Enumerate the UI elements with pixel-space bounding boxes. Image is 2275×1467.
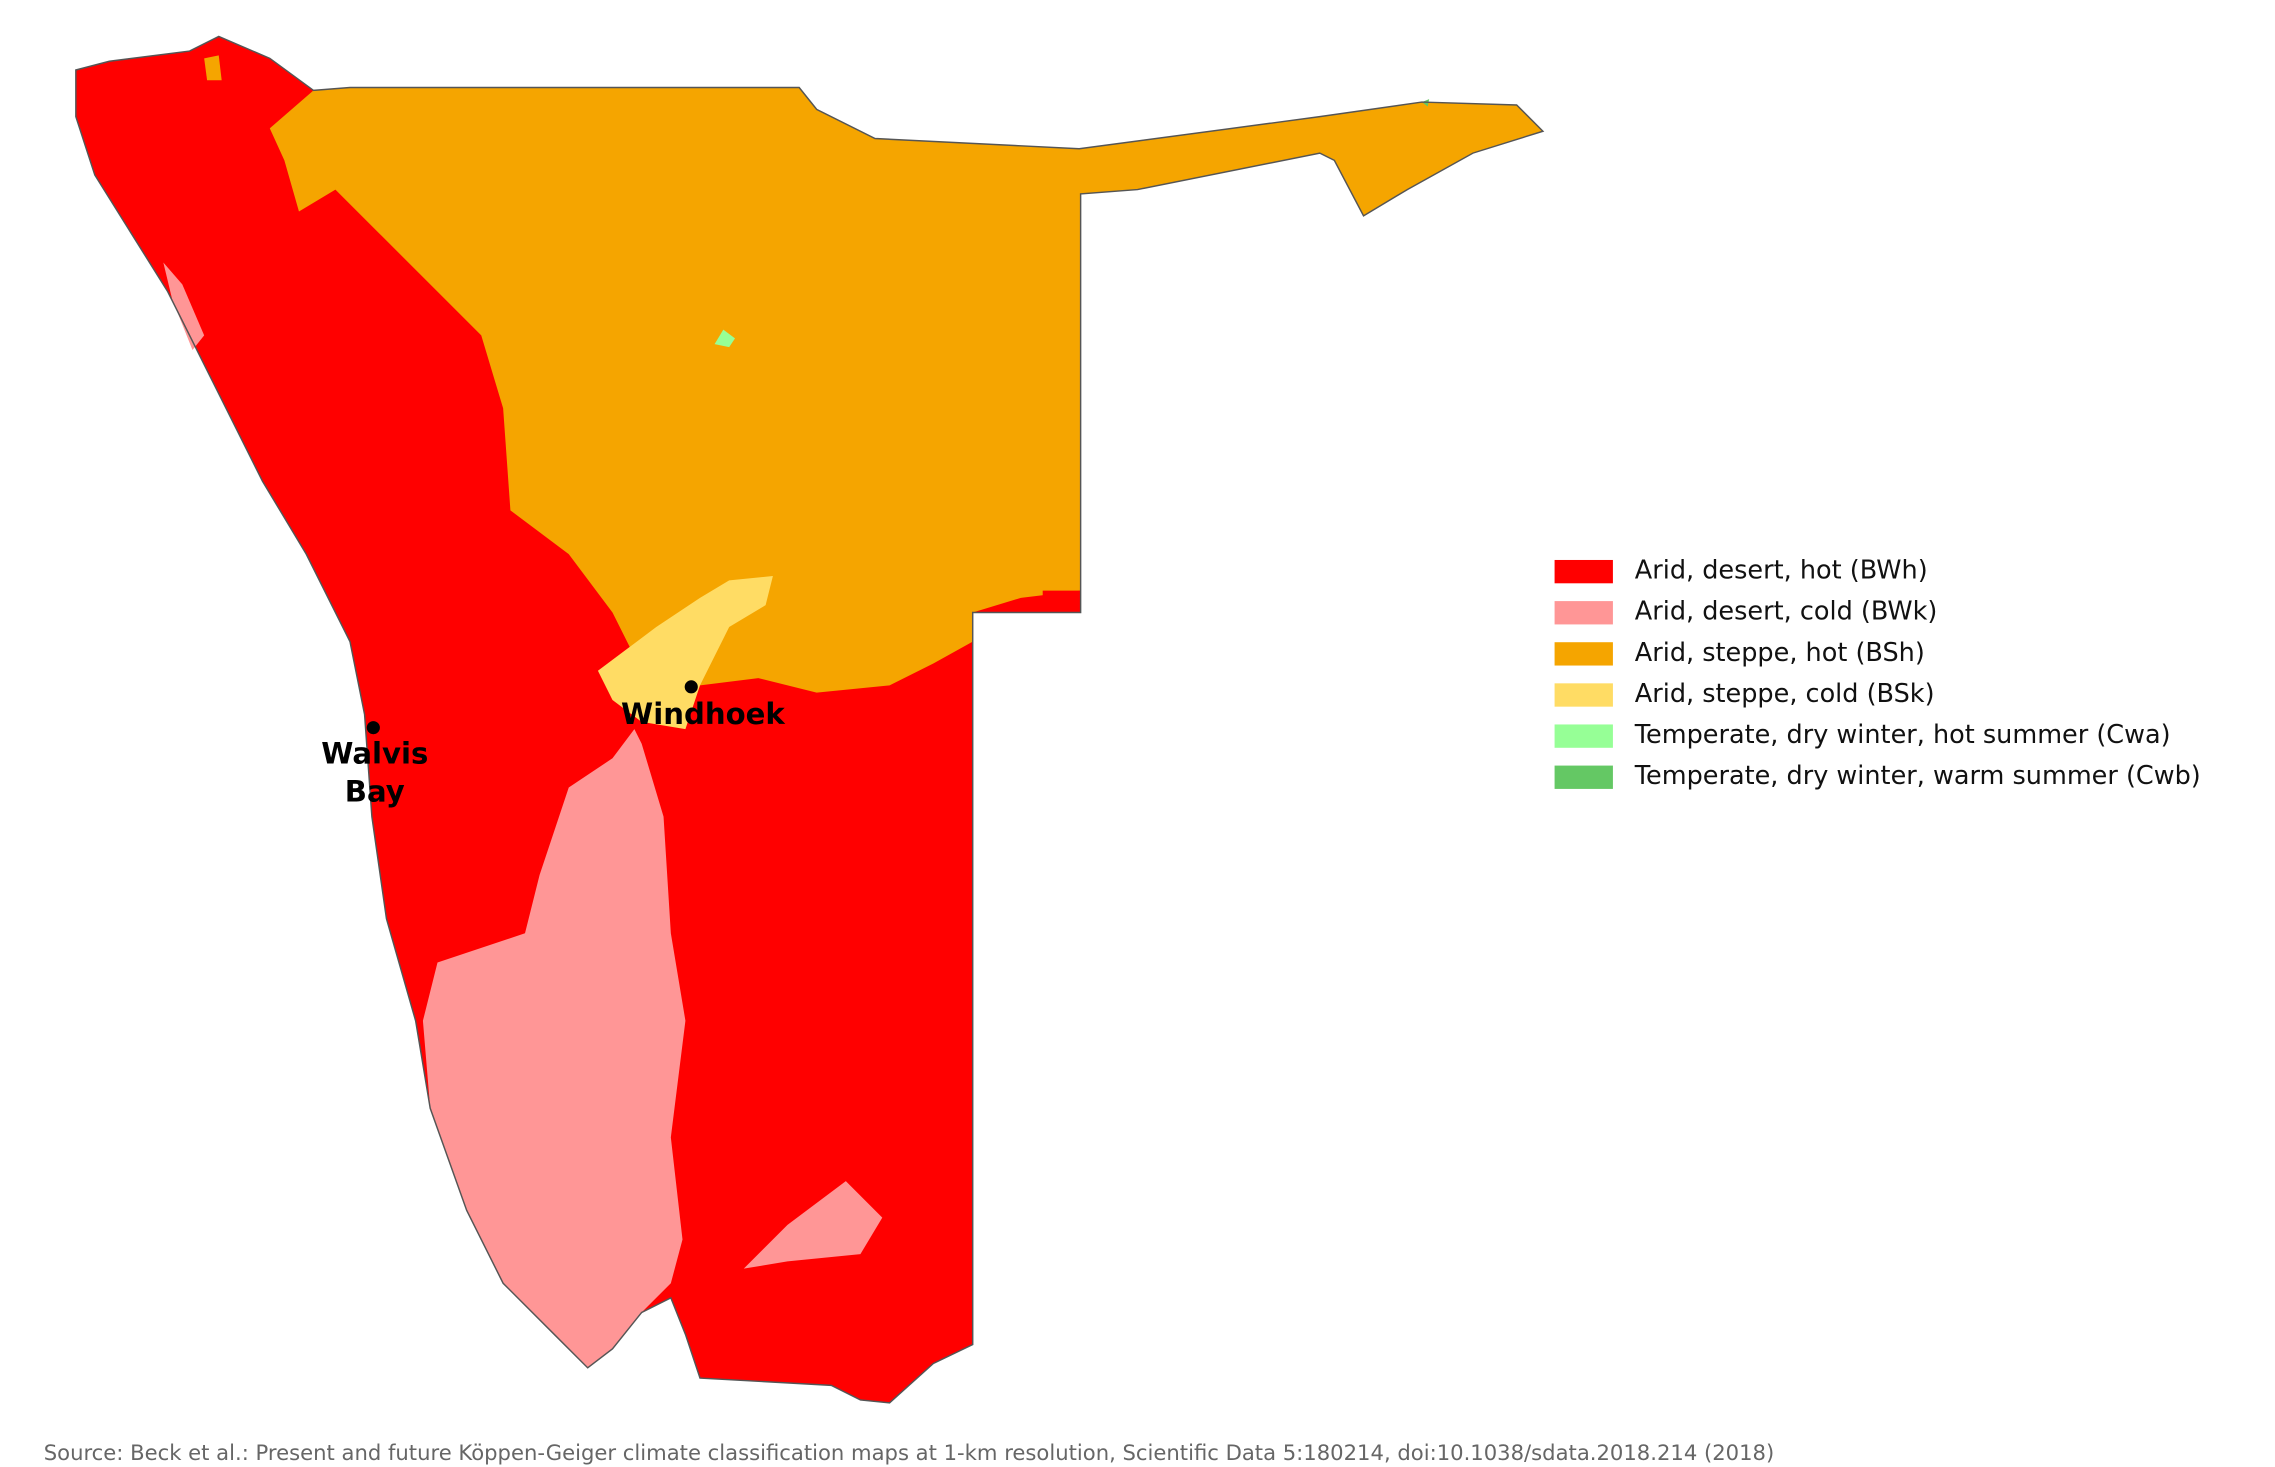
legend-label: Temperate, dry winter, hot summer (Cwa): [1634, 720, 2171, 750]
city-label: Windhoek: [621, 697, 785, 731]
city-label: Bay: [345, 774, 405, 808]
map-overlay: Windhoek Walvis Bay Arid, desert, hot (BWh)…: [44, 556, 2201, 1465]
legend-label: Temperate, dry winter, warm summer (Cwb): [1634, 761, 2201, 791]
legend-swatch: [1554, 683, 1613, 707]
city-marker: [684, 680, 698, 694]
region-bwk: [163, 262, 205, 350]
legend-label: Arid, desert, cold (BWk): [1635, 597, 1938, 627]
city-marker: [366, 721, 380, 735]
legend-swatch: [1554, 765, 1613, 789]
city-label: Walvis: [321, 736, 428, 770]
region-bsh: [204, 55, 222, 81]
legend-swatch: [1554, 559, 1613, 584]
legend-label: Arid, desert, hot (BWh): [1635, 556, 1928, 586]
legend-swatch: [1554, 724, 1613, 748]
region-bsh: [269, 87, 1543, 693]
country-border: [75, 35, 1545, 1404]
region-bwk: [422, 729, 686, 1368]
map-regions: [75, 35, 1545, 1404]
region-bsk: [597, 576, 773, 730]
region-bwk: [743, 1181, 883, 1269]
region-bwh: [1042, 590, 1081, 613]
legend-swatch: [1554, 642, 1613, 666]
legend-label: Arid, steppe, cold (BSk): [1635, 679, 1935, 709]
legend-label: Arid, steppe, hot (BSh): [1635, 638, 1925, 668]
source-note: Source: Beck et al.: Present and future …: [44, 1440, 1775, 1465]
legend-swatch: [1554, 601, 1613, 625]
region-cwa: [714, 329, 735, 348]
